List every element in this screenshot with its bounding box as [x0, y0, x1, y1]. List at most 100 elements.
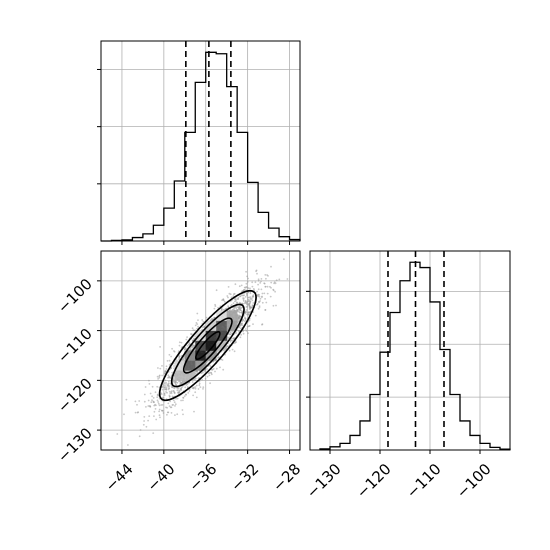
scatter-point [232, 338, 235, 341]
scatter-point [264, 309, 267, 311]
scatter-point [147, 399, 150, 402]
scatter-point [161, 404, 164, 406]
scatter-point [236, 301, 238, 304]
scatter-point [197, 388, 200, 390]
scatter-point [232, 295, 235, 297]
histogram-step [101, 51, 301, 242]
scatter-point [166, 360, 169, 362]
scatter-point [143, 420, 146, 422]
scatter-point [244, 316, 246, 319]
density-cell [226, 310, 238, 321]
scatter-point [173, 401, 176, 404]
scatter-point [261, 296, 263, 298]
scatter-point [234, 306, 237, 308]
scatter-point [191, 381, 194, 383]
scatter-point [159, 346, 162, 348]
scatter-point [173, 392, 176, 395]
scatter-point [157, 402, 160, 405]
scatter-point [261, 301, 264, 304]
scatter-point [158, 376, 161, 379]
scatter-point [149, 392, 152, 395]
scatter-point [116, 433, 119, 435]
scatter-point [183, 395, 186, 398]
scatter-point [191, 327, 194, 330]
scatter-point [272, 289, 275, 292]
x-tick-label: −120 [353, 460, 395, 502]
scatter-point [174, 405, 176, 407]
x-tick-label: −44 [102, 460, 137, 495]
scatter-point [244, 300, 247, 302]
scatter-point [234, 300, 236, 303]
scatter-point [188, 390, 191, 392]
scatter-point [167, 411, 170, 414]
scatter-point [246, 294, 248, 297]
scatter-point [197, 319, 199, 321]
scatter-point [206, 368, 208, 370]
scatter-point [161, 386, 164, 389]
panel-scatter-density: −44 −40 −36 −32 −28 −100 −110 −120 −130 [54, 250, 304, 495]
scatter-point [166, 413, 168, 416]
scatter-point [197, 377, 200, 380]
scatter-point [158, 410, 161, 413]
scatter-point [255, 270, 257, 273]
scatter-point [190, 345, 193, 348]
scatter-point [247, 291, 250, 294]
scatter-point [245, 330, 248, 332]
scatter-point [157, 401, 160, 403]
scatter-point [274, 290, 276, 293]
scatter-point [164, 372, 166, 374]
scatter-point [212, 367, 215, 370]
scatter-point [266, 285, 269, 288]
scatter-point [169, 400, 172, 403]
scatter-point [150, 401, 153, 404]
scatter-point [239, 306, 242, 309]
scatter-point [180, 388, 182, 391]
density-cell [205, 340, 217, 351]
scatter-point [253, 289, 256, 292]
scatter-point [202, 371, 204, 374]
scatter-point [237, 298, 240, 300]
scatter-point [241, 324, 244, 326]
scatter-point [167, 374, 170, 377]
scatter-point [257, 307, 260, 310]
scatter-point [238, 314, 241, 317]
scatter-point [168, 359, 171, 362]
scatter-point [275, 279, 278, 282]
scatter-point [171, 347, 174, 350]
scatter-point [165, 365, 168, 368]
scatter-point [254, 314, 257, 317]
scatter-point [231, 309, 234, 311]
scatter-point [157, 378, 160, 380]
scatter-point [184, 386, 187, 389]
scatter-point [163, 394, 166, 396]
scatter-point [196, 323, 199, 325]
scatter-point [238, 326, 241, 328]
scatter-point [136, 411, 139, 414]
scatter-point [210, 373, 213, 376]
scatter-point [187, 392, 190, 394]
scatter-point [143, 400, 146, 403]
scatter-point [203, 325, 206, 328]
scatter-point [239, 295, 242, 298]
scatter-point [259, 297, 262, 300]
scatter-point [238, 285, 241, 288]
scatter-point [165, 386, 168, 389]
scatter-point [153, 410, 156, 413]
scatter-point [168, 396, 171, 398]
density-cell [195, 330, 207, 341]
scatter-point [144, 386, 147, 388]
scatter-point [167, 380, 170, 383]
scatter-point [260, 280, 262, 283]
scatter-point [247, 298, 249, 301]
scatter-point [246, 305, 249, 308]
scatter-point [192, 337, 195, 340]
scatter-point [194, 386, 197, 388]
scatter-point [192, 344, 195, 347]
x-tick-label: −28 [269, 460, 304, 495]
scatter-point [257, 283, 259, 286]
axes-frame [100, 250, 301, 451]
scatter-point [217, 356, 220, 358]
scatter-point [231, 348, 234, 351]
scatter-point [185, 338, 188, 341]
scatter-point [236, 306, 239, 308]
